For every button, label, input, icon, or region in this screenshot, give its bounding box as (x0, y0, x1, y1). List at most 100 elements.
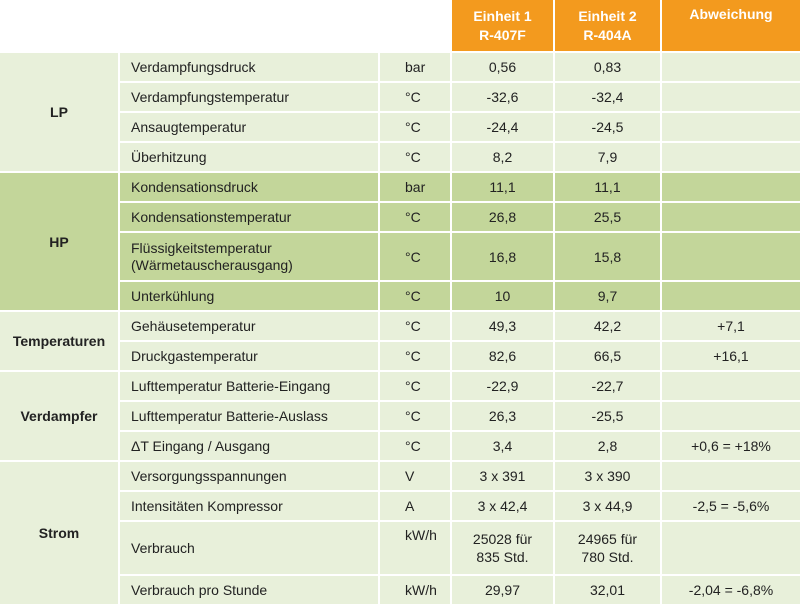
header-row: Einheit 1 R-407F Einheit 2 R-404A Abweichu… (0, 0, 800, 51)
unit2-value: 24965 für 780 Std. (553, 520, 660, 574)
header-blank (378, 0, 450, 51)
unit2-value: 3 x 390 (553, 460, 660, 490)
unit-cell: °C (378, 231, 450, 280)
value-text: 16,8 (488, 248, 517, 265)
value-text: 3 x 391 (479, 468, 526, 484)
deviation-value (660, 400, 800, 430)
value-text: -24,4 (486, 119, 519, 135)
value-text-line2: 780 Std. (581, 549, 634, 565)
value-text: 24965 für (577, 531, 638, 547)
parameter-cell: Lufttemperatur Batterie-Auslass (118, 400, 378, 430)
unit1-value: 0,56 (450, 51, 553, 81)
value-text: 11,1 (489, 179, 516, 195)
parameter-cell: Überhitzung (118, 141, 378, 171)
deviation-value (660, 370, 800, 400)
unit1-value: 3 x 391 (450, 460, 553, 490)
parameter-cell: Verbrauch pro Stunde (118, 574, 378, 604)
value-text: -32,4 (591, 89, 624, 105)
table-row: Temperaturen Gehäusetemperatur °C 49,3 42,2 +… (0, 310, 800, 370)
parameter-name: Versorgungsspannungen (131, 467, 287, 484)
table-row: Intensitäten Kompressor A 3 x 42,4 3 x 44,9… (0, 490, 800, 520)
parameter-name: Ansaugtemperatur (131, 118, 247, 135)
unit2-value: 11,1 (553, 171, 660, 201)
parameter-name: Verbrauch (131, 539, 195, 556)
table-row: Lufttemperatur Batterie-Auslass °C 26,3 -25… (0, 400, 800, 430)
parameter-name: ΔT Eingang / Ausgang (131, 437, 271, 454)
unit-cell: °C (378, 400, 450, 430)
unit2-value: -24,5 (553, 111, 660, 141)
unit2-value: 32,01 (553, 574, 660, 604)
unit2-value: 15,8 (553, 231, 660, 280)
value-text: 0,83 (593, 59, 622, 75)
unit2-value: 0,83 (553, 51, 660, 81)
parameter-cell: Flüssigkeitstemperatur (Wärmetauscherausg… (118, 231, 378, 280)
parameter-cell: Verbrauch (118, 520, 378, 574)
value-text: 66,5 (593, 348, 622, 364)
header-unit1: Einheit 1 R-407F (450, 0, 553, 51)
group-label: HP (0, 171, 118, 310)
deviation-value (660, 280, 800, 310)
value-text: 11,1 (594, 179, 621, 195)
table-row: Strom Versorgungsspannungen V 3 x 391 3 x 39… (0, 460, 800, 604)
unit1-value: 29,97 (450, 574, 553, 604)
value-text: 3 x 390 (584, 468, 631, 484)
value-text: 8,2 (492, 149, 513, 165)
deviation-value (660, 81, 800, 111)
group-label: LP (0, 51, 118, 171)
unit1-label: Einheit 1 (473, 7, 532, 24)
table-row: Verbrauch kW/h 25028 für 835 Std. 24965 für 7… (0, 520, 800, 574)
parameter-name: Verdampfungstemperatur (131, 88, 289, 105)
parameter-name: Überhitzung (131, 148, 207, 165)
table-row: Ansaugtemperatur °C -24,4 -24,5 (0, 111, 800, 141)
unit1-value: 3,4 (450, 430, 553, 460)
table-row: Druckgastemperatur °C 82,6 66,5 +16,1 (0, 340, 800, 370)
parameter-name: Lufttemperatur Batterie-Auslass (131, 407, 328, 424)
value-text: 42,2 (593, 318, 622, 334)
unit2-value: 42,2 (553, 310, 660, 340)
unit2-value: 3 x 44,9 (553, 490, 660, 520)
deviation-label: Abweichung (689, 6, 773, 22)
value-text: 25028 für (472, 531, 533, 547)
group-label: Strom (0, 460, 118, 604)
value-text: 9,7 (597, 288, 618, 304)
value-text: 49,3 (488, 318, 517, 334)
parameter-cell: Druckgastemperatur (118, 340, 378, 370)
header-deviation: Abweichung (660, 0, 800, 51)
deviation-value (660, 231, 800, 280)
unit-cell: bar (378, 171, 450, 201)
unit1-value: 49,3 (450, 310, 553, 340)
deviation-value (660, 111, 800, 141)
unit1-value: 82,6 (450, 340, 553, 370)
header-blank (0, 0, 118, 51)
unit2-value: -25,5 (553, 400, 660, 430)
unit-cell: bar (378, 51, 450, 81)
parameter-cell: Lufttemperatur Batterie-Eingang (118, 370, 378, 400)
value-text: 2,8 (597, 438, 618, 454)
unit2-value: -22,7 (553, 370, 660, 400)
deviation-value (660, 460, 800, 490)
unit1-value: -32,6 (450, 81, 553, 111)
value-text: 26,3 (488, 408, 517, 424)
parameter-name: Gehäusetemperatur (131, 317, 256, 334)
parameter-name: Druckgastemperatur (131, 347, 258, 364)
parameter-name: Verbrauch pro Stunde (131, 581, 268, 598)
parameter-cell: Intensitäten Kompressor (118, 490, 378, 520)
unit1-value: 25028 für 835 Std. (450, 520, 553, 574)
header-unit2: Einheit 2 R-404A (553, 0, 660, 51)
unit-cell: °C (378, 370, 450, 400)
unit2-value: 2,8 (553, 430, 660, 460)
parameter-name: Verdampfungsdruck (131, 58, 256, 75)
unit1-value: 26,3 (450, 400, 553, 430)
table-row: Überhitzung °C 8,2 7,9 (0, 141, 800, 171)
unit-cell: °C (378, 340, 450, 370)
table-row: Kondensationstemperatur °C 26,8 25,5 (0, 201, 800, 231)
parameter-cell: Versorgungsspannungen (118, 460, 378, 490)
deviation-value: -2,04 = -6,8% (660, 574, 800, 604)
unit1-value: -24,4 (450, 111, 553, 141)
value-text: -32,6 (486, 89, 519, 105)
unit-cell: °C (378, 280, 450, 310)
value-text: 82,6 (488, 348, 517, 364)
table-row: ΔT Eingang / Ausgang °C 3,4 2,8 +0,6 = +18% (0, 430, 800, 460)
value-text: 32,01 (589, 582, 626, 598)
